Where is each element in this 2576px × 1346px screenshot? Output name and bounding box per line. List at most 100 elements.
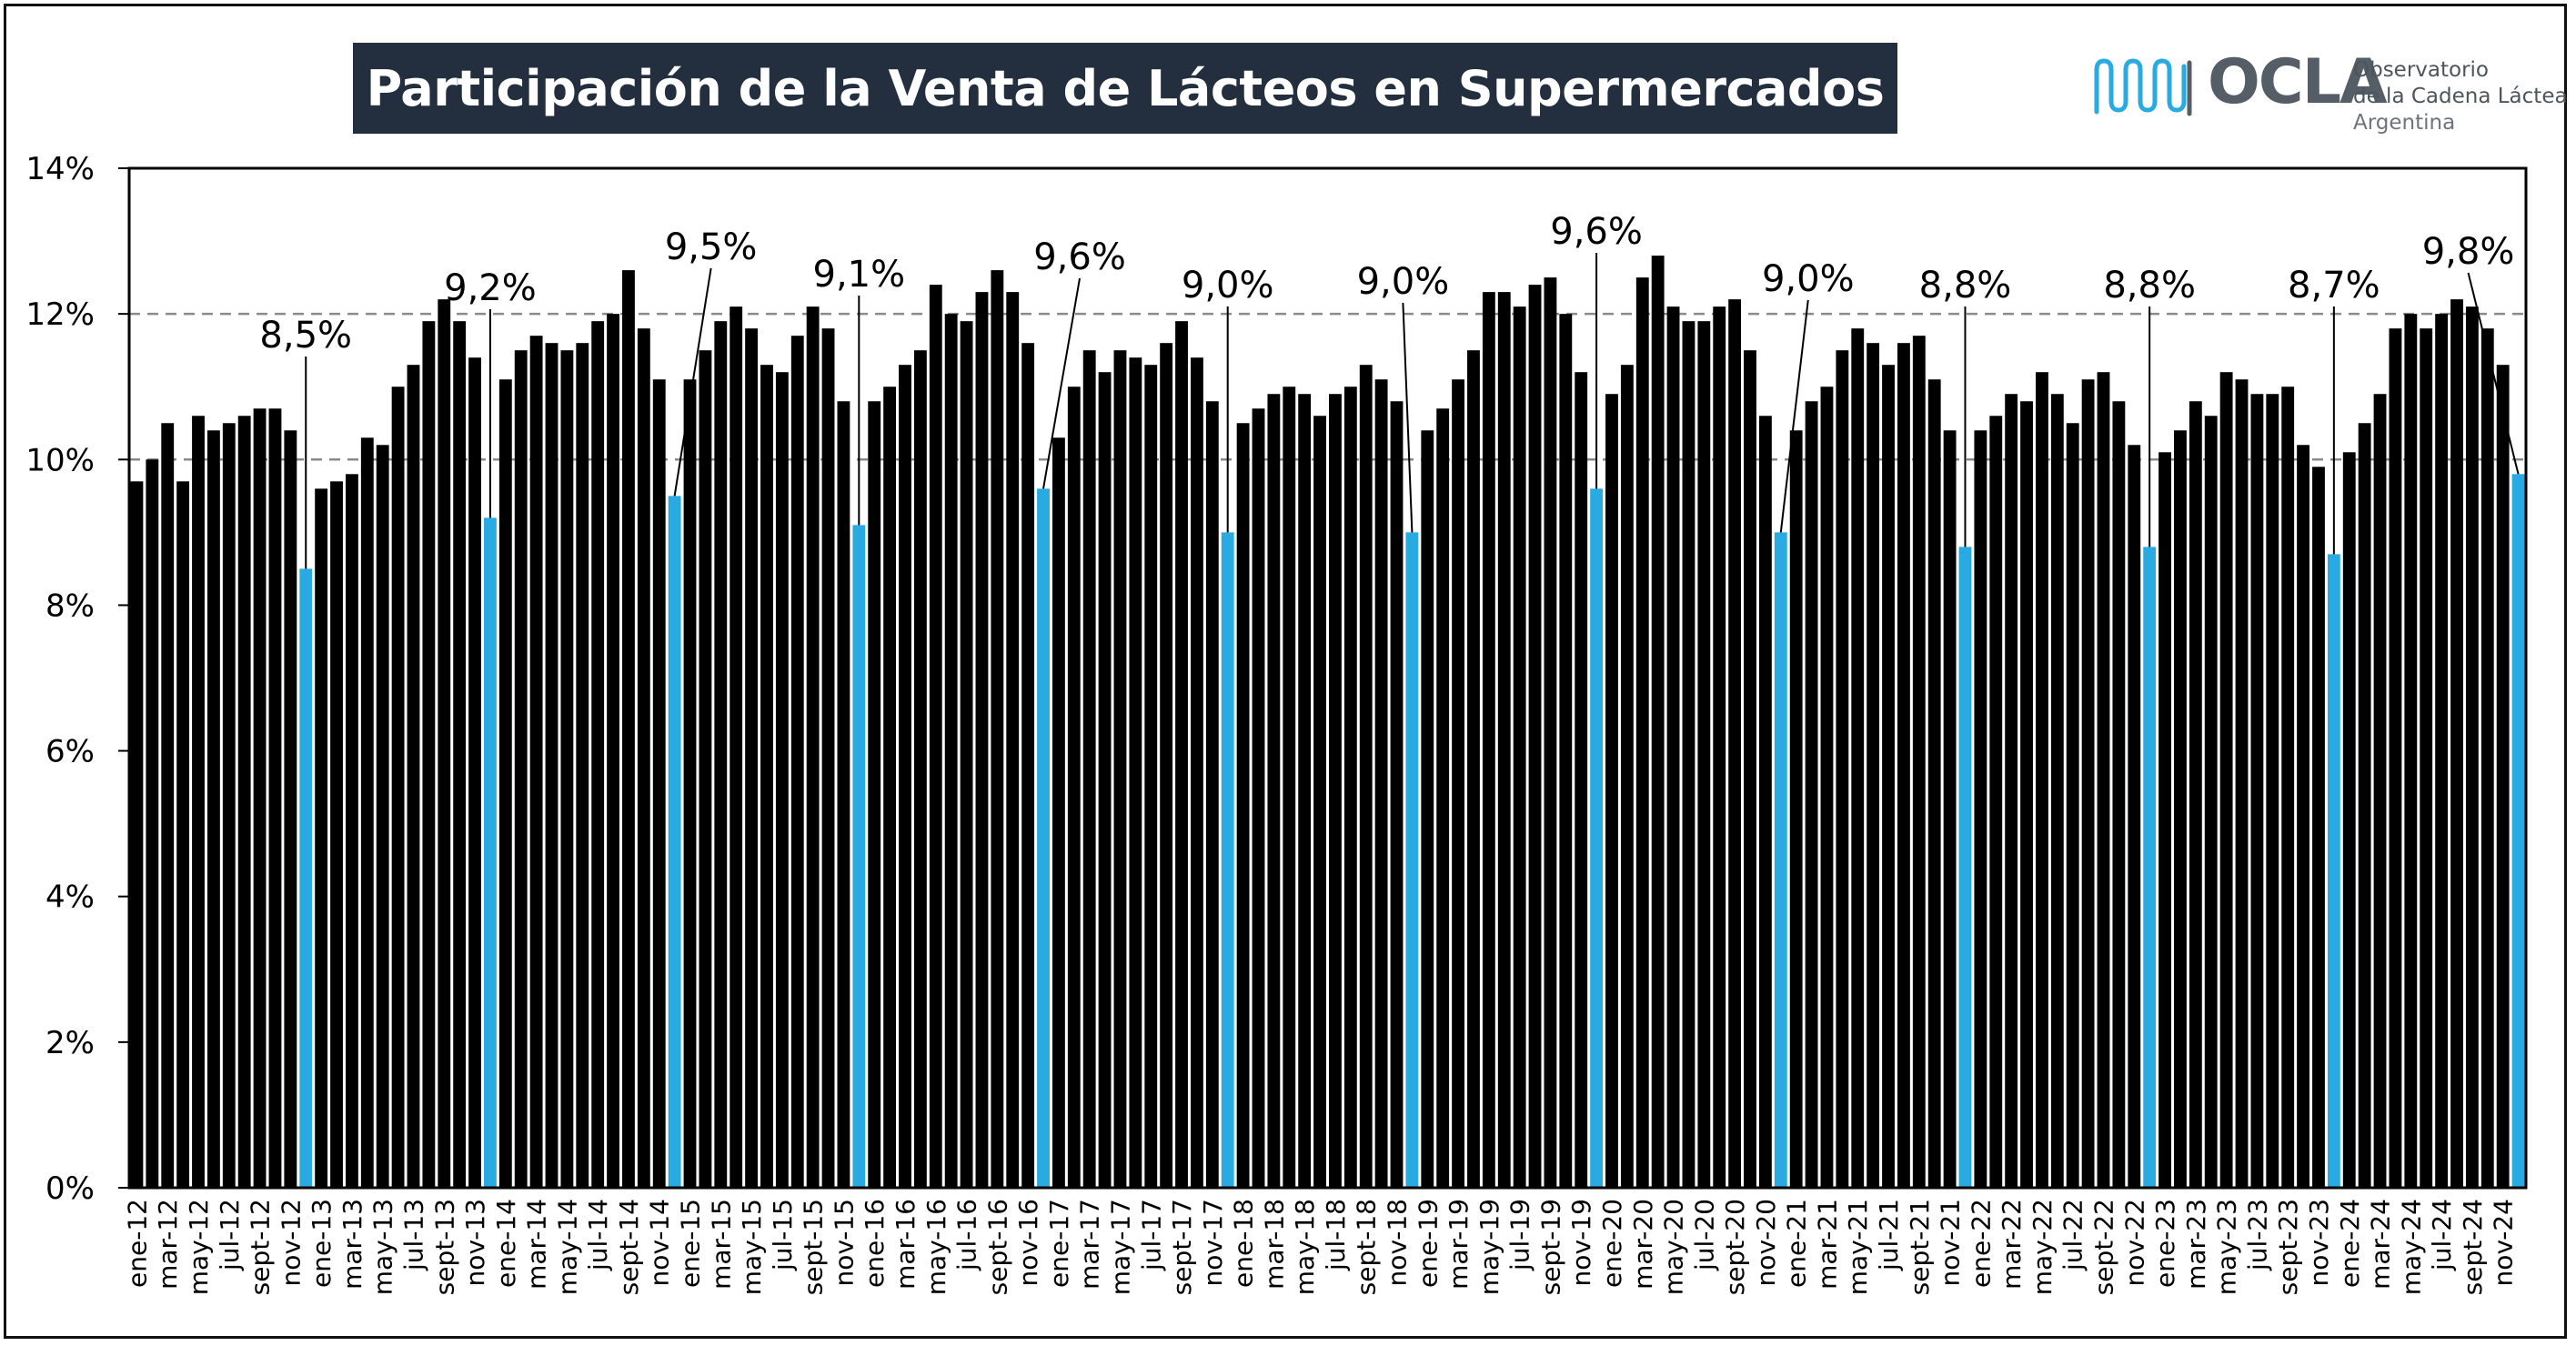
- bar: [1851, 328, 1865, 1189]
- x-tick-label: nov-13: [460, 1199, 490, 1286]
- bar: [330, 481, 343, 1188]
- data-label: 9,0%: [1182, 265, 1274, 306]
- bar: [1067, 387, 1081, 1188]
- x-tick-label: mar-17: [1075, 1199, 1105, 1290]
- bar: [2297, 445, 2310, 1188]
- plot-area-border: [127, 166, 2528, 1190]
- bar-highlight: [2143, 547, 2157, 1188]
- bar: [1191, 357, 1203, 1189]
- bar: [2250, 394, 2264, 1188]
- x-tick-label: sept-24: [2458, 1199, 2488, 1295]
- x-tick-label: sept-12: [246, 1199, 276, 1295]
- x-tick-label: jul-13: [398, 1199, 428, 1271]
- data-label: 9,8%: [2422, 231, 2515, 273]
- bar: [1160, 343, 1173, 1189]
- bar: [1805, 401, 1818, 1188]
- bar: [1789, 430, 1803, 1188]
- bar: [1927, 379, 1941, 1188]
- bar-highlight: [1774, 532, 1787, 1188]
- bar: [637, 328, 650, 1189]
- x-tick-label: nov-15: [829, 1199, 859, 1286]
- y-tick-label: 8%: [45, 588, 95, 624]
- bar: [1436, 408, 1450, 1188]
- annotation-leader: [2467, 272, 2520, 475]
- x-tick-label: mar-18: [1259, 1199, 1289, 1290]
- bar: [1283, 387, 1296, 1188]
- x-tick-label: sept-18: [1352, 1199, 1382, 1295]
- data-label: 8,8%: [2103, 265, 2196, 306]
- bar-highlight: [1037, 488, 1050, 1188]
- x-tick-label: ene-22: [1966, 1199, 1996, 1288]
- x-tick-label: mar-22: [1997, 1199, 2027, 1290]
- bar: [345, 474, 358, 1188]
- bar: [591, 321, 605, 1188]
- bar: [146, 459, 159, 1188]
- bar: [1882, 365, 1895, 1188]
- bar: [760, 365, 773, 1188]
- x-tick-label: may-17: [1105, 1199, 1135, 1295]
- bar: [268, 408, 282, 1188]
- x-tick-label: nov-16: [1013, 1199, 1043, 1286]
- bar: [1098, 372, 1112, 1188]
- x-tick-label: mar-12: [153, 1199, 183, 1290]
- y-tick-label: 10%: [25, 442, 95, 478]
- bar: [2112, 401, 2126, 1188]
- bar: [1635, 277, 1649, 1188]
- bar: [1528, 285, 1542, 1189]
- x-tick-label: ene-20: [1597, 1199, 1627, 1288]
- x-tick-label: sept-23: [2273, 1199, 2303, 1295]
- bar: [1544, 277, 1557, 1188]
- bar: [1867, 343, 1880, 1189]
- bar: [1129, 357, 1142, 1189]
- x-tick-label: may-16: [921, 1199, 951, 1295]
- x-tick-label: nov-12: [276, 1199, 306, 1286]
- x-tick-label: sept-16: [982, 1199, 1012, 1295]
- bar: [2066, 423, 2079, 1188]
- x-tick-label: may-15: [737, 1199, 767, 1295]
- bar: [913, 350, 927, 1188]
- bar: [315, 488, 328, 1188]
- bar: [2235, 379, 2249, 1188]
- bar: [545, 343, 558, 1189]
- data-label: 9,5%: [665, 226, 758, 268]
- x-tick-label: jul-21: [1874, 1199, 1904, 1271]
- data-label: 8,7%: [2288, 265, 2380, 306]
- x-tick-label: may-14: [552, 1199, 582, 1295]
- x-tick-label: may-22: [2028, 1199, 2058, 1295]
- ocla-logo: OCLA Observatorio de la Cadena Láctea Ar…: [2089, 46, 2568, 143]
- logo-subtitle: Observatorio de la Cadena Láctea Argenti…: [2353, 57, 2568, 136]
- bar: [1482, 292, 1495, 1188]
- bar: [1820, 387, 1834, 1188]
- data-label: 9,1%: [813, 254, 906, 296]
- x-tick-label: may-13: [368, 1199, 398, 1295]
- x-tick-label: may-18: [1290, 1199, 1320, 1295]
- bar: [652, 379, 666, 1188]
- x-tick-label: jul-16: [952, 1199, 982, 1271]
- bar: [576, 343, 589, 1189]
- bar-highlight: [484, 517, 497, 1188]
- bar: [2266, 394, 2279, 1188]
- bar: [514, 350, 528, 1188]
- bar: [1421, 430, 1434, 1188]
- x-tick-label: may-12: [184, 1199, 214, 1295]
- bar: [1666, 306, 1680, 1188]
- bar-highlight: [1221, 532, 1234, 1188]
- bar: [161, 423, 175, 1188]
- bar: [1943, 430, 1957, 1188]
- logo-wordmark: OCLA: [2208, 46, 2388, 118]
- annotation-leader: [673, 267, 712, 497]
- bar: [1313, 416, 1326, 1188]
- bar: [899, 365, 911, 1188]
- bar: [2342, 452, 2356, 1188]
- bar: [2373, 394, 2387, 1188]
- bar: [1082, 350, 1096, 1188]
- x-tick-label: jul-15: [768, 1199, 798, 1271]
- bar: [806, 306, 820, 1188]
- x-tick-label: jul-23: [2242, 1199, 2272, 1271]
- bar-highlight: [1405, 532, 1419, 1188]
- bar: [192, 416, 205, 1188]
- x-tick-label: sept-15: [799, 1199, 829, 1295]
- bar: [2189, 401, 2202, 1188]
- x-tick-label: jul-22: [2058, 1199, 2088, 1271]
